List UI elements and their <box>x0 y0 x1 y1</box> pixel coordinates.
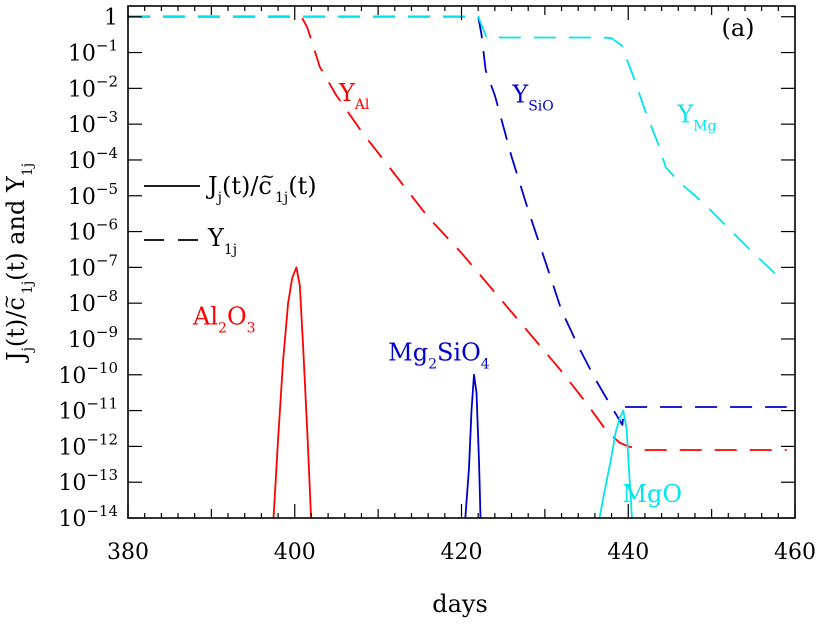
y-tick-label: 10−5 <box>68 180 118 210</box>
x-tick-label: 400 <box>274 540 316 565</box>
y-tick-label: 10−8 <box>68 287 118 317</box>
y-tick-label: 10−14 <box>58 502 118 532</box>
legend-solid-label: Jj(t)/c~1j(t) <box>205 166 317 206</box>
series-layer <box>128 15 787 518</box>
y-tick-label: 10−1 <box>68 37 118 67</box>
series-y-sio <box>128 15 787 426</box>
x-axis-label: days <box>432 590 488 618</box>
annotation-label: YSiO <box>511 81 553 115</box>
annotation-label: MgO <box>622 480 682 508</box>
y-tick-label: 10−9 <box>68 323 118 353</box>
y-tick-label: 10−13 <box>58 466 118 496</box>
y-axis: 1 10−1 10−2 10−3 10−4 10−5 10−6 10−7 10−8 10−9 10−… <box>58 6 795 532</box>
x-tick-label: 380 <box>107 540 149 565</box>
annotation-label: Mg2SiO4 <box>388 338 490 372</box>
y-tick-label: 10−12 <box>58 430 118 460</box>
x-tick-label: 440 <box>607 540 649 565</box>
y-tick-label: 1 <box>104 6 118 31</box>
series-j-mgo <box>598 409 633 518</box>
series-j-al2o3 <box>272 266 312 518</box>
y-tick-label: 10−2 <box>68 72 118 102</box>
y-tick-label: 10−3 <box>68 108 118 138</box>
y-tick-label: 10−11 <box>58 395 118 425</box>
series-y-al <box>128 15 787 451</box>
y-tick-label: 10−4 <box>68 144 118 174</box>
annotation-label: YAl <box>338 79 370 113</box>
series-j-mg2sio4 <box>464 373 482 518</box>
y-tick-label: 10−6 <box>68 216 118 246</box>
x-tick-label: 460 <box>774 540 816 565</box>
annotation-label: YMg <box>676 100 716 134</box>
x-axis: 380 400 420 440 460 <box>107 6 816 565</box>
series-y-mg <box>128 15 781 279</box>
panel-label: (a) <box>721 14 754 42</box>
annotation-label: Al2O3 <box>192 303 256 337</box>
y-tick-label: 10−10 <box>58 359 118 389</box>
x-tick-label: 420 <box>441 540 483 565</box>
y-tick-label: 10−7 <box>68 251 118 281</box>
legend: Jj(t)/c~1j(t) Y1j <box>144 166 317 258</box>
series-annotations: YAl YSiO YMg Al2O3 Mg2SiO4 MgO <box>192 79 717 508</box>
